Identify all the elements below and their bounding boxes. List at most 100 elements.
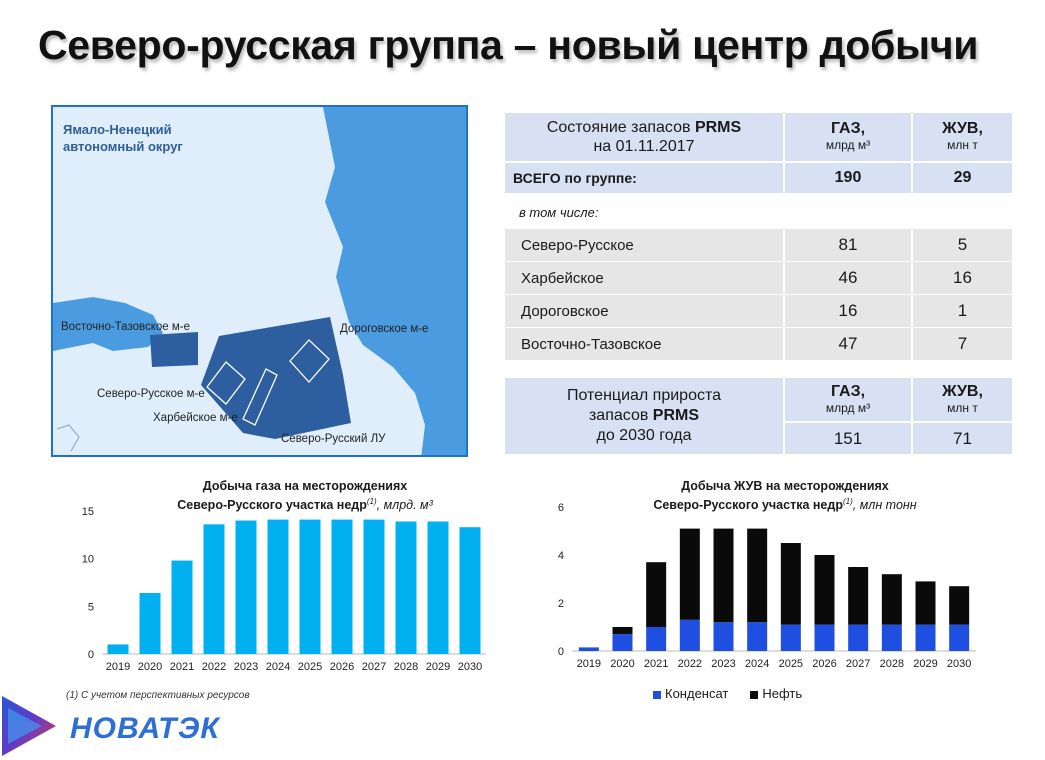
x-tick-label: 2022 — [678, 658, 702, 670]
y-tick-label: 6 — [558, 502, 564, 514]
bar-1f4fe0 — [713, 622, 734, 651]
bar-0a0a0a — [679, 528, 700, 620]
bar-1f4fe0 — [679, 619, 700, 651]
x-tick-label: 2026 — [330, 661, 354, 673]
x-tick-label: 2021 — [644, 658, 668, 670]
bar-0a0a0a — [881, 574, 902, 625]
x-tick-label: 2023 — [234, 661, 258, 673]
bar-1f4fe0 — [780, 624, 801, 651]
field-name: Восточно-Тазовское — [505, 328, 785, 361]
bar — [139, 592, 161, 654]
bar-0a0a0a — [646, 562, 667, 627]
x-tick-label: 2029 — [913, 658, 937, 670]
reserves-total-gas: 190 — [785, 163, 913, 195]
x-tick-label: 2024 — [745, 658, 769, 670]
reserves-including-label: в том числе: — [505, 195, 1014, 229]
bar — [203, 524, 225, 654]
field-name: Харбейское — [505, 262, 785, 295]
y-tick-label: 2 — [558, 598, 564, 610]
table-row: Харбейское 46 16 — [505, 262, 1014, 295]
novatek-logo-text: НОВАТЭК — [70, 712, 220, 745]
y-tick-label: 5 — [88, 601, 94, 613]
bar — [395, 521, 417, 654]
field-liquids: 16 — [913, 262, 1014, 295]
bar-1f4fe0 — [915, 624, 936, 651]
x-tick-label: 2028 — [394, 661, 418, 673]
bar — [107, 644, 129, 654]
y-tick-label: 10 — [82, 554, 94, 566]
x-tick-label: 2030 — [458, 661, 482, 673]
map-region-label: Ямало-Ненецкий автономный округ — [63, 122, 183, 154]
x-tick-label: 2030 — [947, 658, 971, 670]
potential-liquids-value: 71 — [913, 423, 1014, 454]
reserves-total-liquids: 29 — [913, 163, 1014, 195]
x-tick-label: 2021 — [170, 661, 194, 673]
map-label-dorogovskoe: Дороговское м-е — [340, 323, 429, 335]
boundary-line — [56, 424, 80, 452]
bar — [267, 519, 289, 654]
field-gas: 81 — [785, 229, 913, 262]
bar — [331, 519, 353, 654]
reserves-header-label: Состояние запасов PRMS на 01.11.2017 — [505, 113, 785, 163]
x-tick-label: 2024 — [266, 661, 290, 673]
y-tick-label: 0 — [88, 649, 94, 661]
potential-table: Потенциал прироста запасов PRMS до 2030 … — [505, 378, 1014, 454]
x-tick-label: 2019 — [106, 661, 130, 673]
bar-0a0a0a — [747, 528, 768, 623]
map-panel: Ямало-Ненецкий автономный округ Восточно… — [51, 105, 468, 457]
field-gas: 47 — [785, 328, 913, 361]
bar-0a0a0a — [949, 586, 970, 625]
reserves-total-row: ВСЕГО по группе: 190 29 — [505, 163, 1014, 195]
potential-gas-value: 151 — [785, 423, 913, 454]
x-tick-label: 2023 — [711, 658, 735, 670]
table-row: Дороговское 16 1 — [505, 295, 1014, 328]
reserves-table: Состояние запасов PRMS на 01.11.2017 ГАЗ… — [505, 113, 1014, 361]
bar-1f4fe0 — [612, 634, 633, 651]
field-liquids: 1 — [913, 295, 1014, 328]
bar-1f4fe0 — [949, 624, 970, 651]
field-name: Дороговское — [505, 295, 785, 328]
bar-0a0a0a — [814, 555, 835, 625]
liquids-chart-legend: Конденсат Нефть — [653, 686, 802, 701]
bar-1f4fe0 — [814, 624, 835, 651]
bar-0a0a0a — [612, 627, 633, 635]
map-label-vostochno-tazovskoe: Восточно-Тазовское м-е — [61, 321, 190, 333]
field-vostochno-tazovskoe — [150, 332, 198, 367]
y-tick-label: 0 — [558, 646, 564, 658]
liquids-production-chart: 0 2 4 6 2019 2020 2021 2022 2023 2024 2025 2026 2027… — [558, 502, 976, 670]
y-tick-label: 15 — [82, 506, 94, 518]
reserves-liquids-header: ЖУВ, млн т — [913, 113, 1014, 163]
x-tick-label: 2025 — [779, 658, 803, 670]
potential-liquids-header: ЖУВ, млн т — [913, 378, 1014, 424]
bar-1f4fe0 — [646, 627, 667, 651]
field-dorogovskoe-outline — [289, 339, 330, 383]
bar — [235, 520, 257, 654]
bar-0a0a0a — [780, 543, 801, 625]
map-graphic — [53, 107, 425, 455]
bar-1f4fe0 — [747, 622, 768, 651]
field-kharbeyskoe-outline — [242, 368, 278, 426]
bar-1f4fe0 — [848, 624, 869, 651]
field-liquids: 5 — [913, 229, 1014, 262]
potential-gas-header: ГАЗ, млрд м³ — [785, 378, 913, 424]
liquids-chart-title: Добыча ЖУВ на месторождениях Северо-Русс… — [653, 479, 917, 513]
bar — [299, 519, 321, 654]
novatek-logo-icon — [2, 696, 56, 756]
potential-label: Потенциал прироста запасов PRMS до 2030 … — [505, 378, 785, 454]
x-tick-label: 2029 — [426, 661, 450, 673]
x-tick-label: 2020 — [138, 661, 162, 673]
reserves-including-row: в том числе: — [505, 195, 1014, 229]
field-severo-russkoe-outline — [206, 361, 246, 405]
x-tick-label: 2027 — [362, 661, 386, 673]
bar-0a0a0a — [915, 581, 936, 625]
field-gas: 16 — [785, 295, 913, 328]
x-tick-label: 2028 — [880, 658, 904, 670]
gas-chart-title: Добыча газа на месторождениях Северо-Рус… — [177, 479, 433, 513]
bar-0a0a0a — [848, 567, 869, 625]
x-tick-label: 2025 — [298, 661, 322, 673]
bar-1f4fe0 — [578, 647, 599, 651]
table-row: Северо-Русское 81 5 — [505, 229, 1014, 262]
bar-0a0a0a — [713, 528, 734, 623]
map-label-kharbeyskoe: Харбейское м-е — [153, 412, 238, 424]
map-label-severo-russkoe: Северо-Русское м-е — [97, 388, 205, 400]
